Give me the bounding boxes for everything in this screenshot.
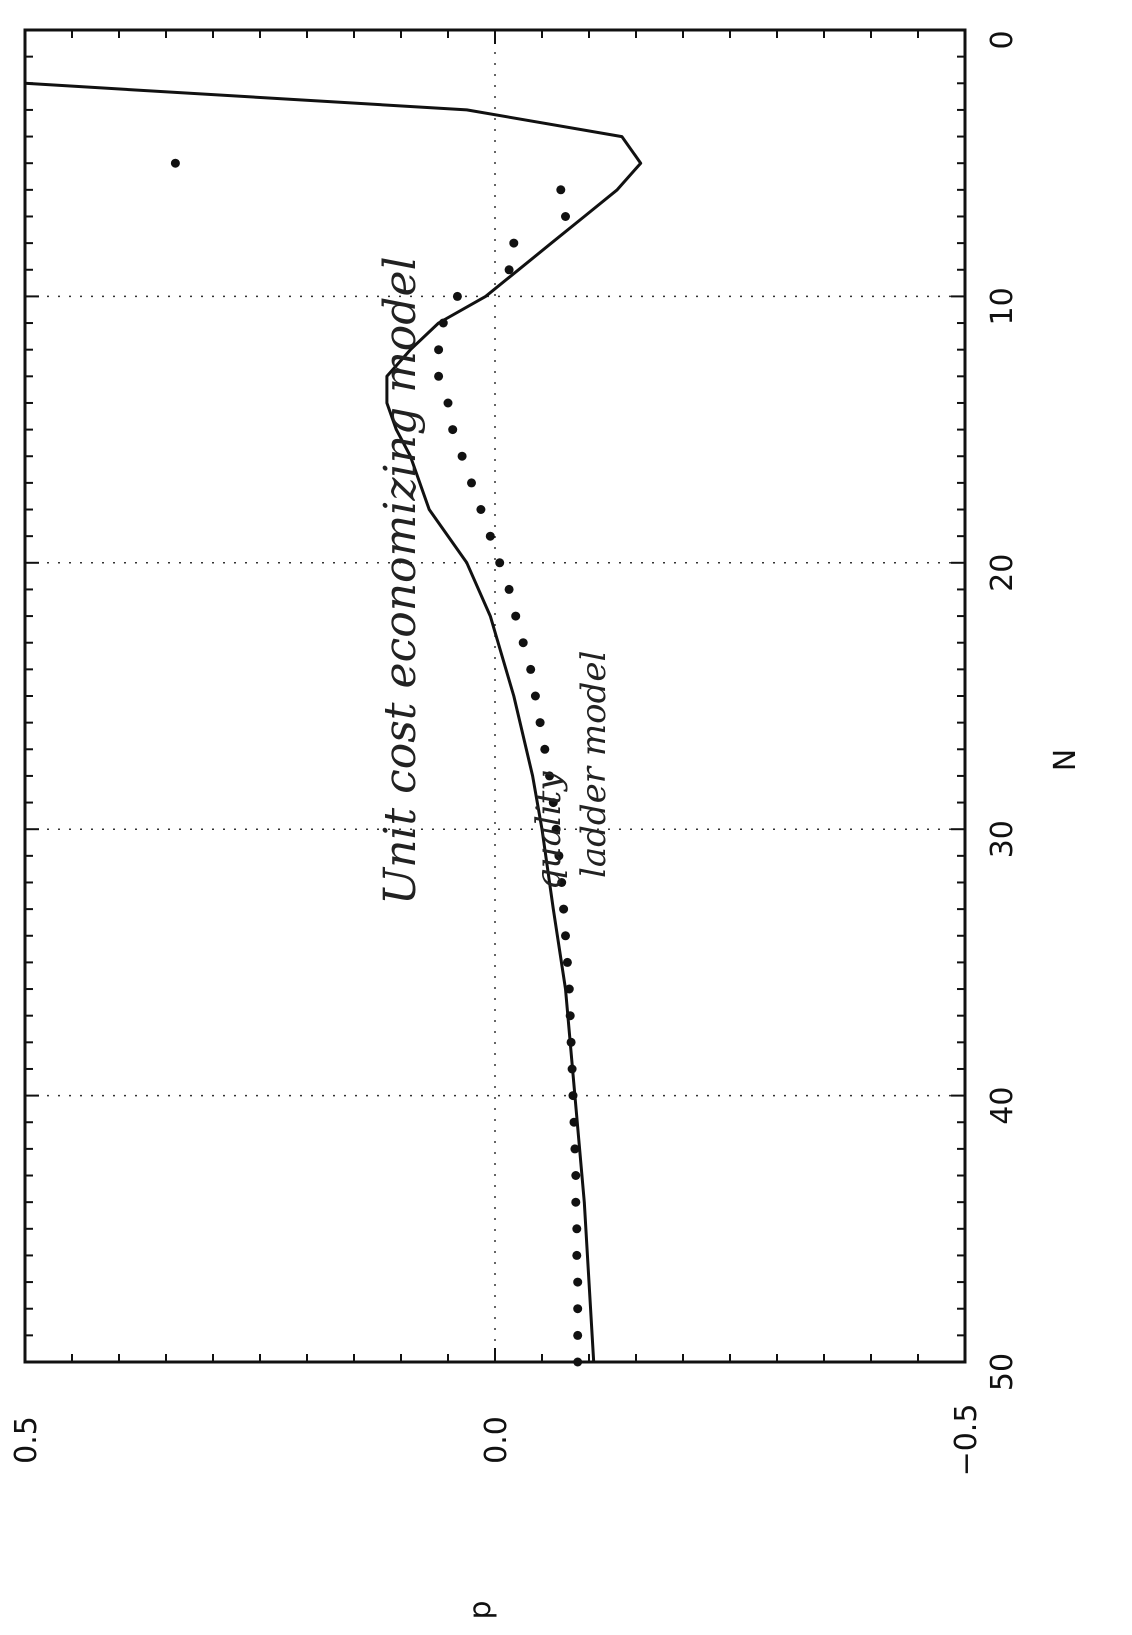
- series-dot-point: [573, 1330, 583, 1340]
- series-dot-point: [572, 1224, 582, 1234]
- n-tick-label: 20: [985, 554, 1020, 592]
- series-dot-point: [535, 718, 545, 728]
- p-axis-tick-labels: 0.5 0.0 −0.5: [9, 1404, 984, 1477]
- series-dot-point: [438, 318, 448, 328]
- annotation-unit-cost: Unit cost economizing model: [375, 256, 426, 905]
- series-dot-point: [561, 212, 570, 221]
- n-tick-label: 10: [985, 287, 1020, 325]
- series-dot-point: [565, 1011, 575, 1021]
- p-axis-title: p: [463, 1600, 498, 1619]
- annotation-quality: quality: [529, 771, 569, 890]
- series-dot-point: [572, 1250, 582, 1260]
- n-axis-tick-labels: 0 10 20 30 40 50: [985, 30, 1020, 1391]
- n-axis-title: N: [1048, 749, 1083, 771]
- series-dot-point: [511, 611, 521, 621]
- series-dot-point: [561, 931, 570, 941]
- series-dot-point: [562, 957, 572, 967]
- n-tick-label: 30: [985, 820, 1020, 858]
- series-dot-point: [452, 291, 462, 301]
- series-dot-point: [569, 1117, 579, 1127]
- n-tick-label: 50: [985, 1353, 1020, 1391]
- series-dot-point: [559, 904, 569, 914]
- n-tick-label: 0: [985, 30, 1020, 49]
- annotation-ladder-model: ladder model: [574, 651, 614, 878]
- axis-ticks: [24, 29, 966, 1363]
- series-dot-point: [573, 1304, 583, 1314]
- series-dot-point: [570, 1144, 580, 1154]
- p-tick-label: 0.5: [9, 1416, 44, 1464]
- p-tick-label: −0.5: [949, 1404, 984, 1477]
- series-dot-point: [448, 425, 458, 435]
- series-dot-point: [568, 1091, 578, 1101]
- series-dot-point: [548, 798, 558, 808]
- series-dot-point: [495, 558, 505, 568]
- series-dot-point: [509, 238, 519, 248]
- series-dot-point: [573, 1277, 583, 1287]
- series-dot-point: [554, 851, 564, 861]
- series-dot-point: [526, 664, 536, 674]
- series-dot-point: [545, 771, 554, 781]
- series-dot-point: [476, 505, 486, 514]
- series-dot-point: [567, 1064, 577, 1074]
- p-tick-label: 0.0: [479, 1416, 514, 1464]
- series-dot-point: [443, 398, 453, 408]
- series-dot-point: [551, 824, 561, 834]
- series-dot-point: [467, 478, 476, 488]
- series-dot-point: [518, 638, 528, 648]
- series-dot-point: [573, 1357, 583, 1367]
- series-dot-point: [504, 265, 514, 275]
- series-dot-point: [485, 531, 495, 541]
- series-dot-point: [557, 878, 567, 887]
- series-dot-point: [504, 584, 514, 594]
- series-dot-point: [434, 371, 444, 381]
- series-dot-point: [457, 451, 467, 461]
- series-dot-point: [571, 1171, 581, 1180]
- series-dot-point: [540, 744, 550, 754]
- series-dot-point: [556, 185, 566, 195]
- series-dot-point: [564, 984, 574, 994]
- series-dot-point: [566, 1037, 576, 1047]
- series-dot-point: [434, 345, 444, 355]
- series-dot-point: [571, 1197, 581, 1207]
- grid-lines: [25, 30, 965, 1362]
- series-group: [24, 81, 643, 1367]
- series-solid-line: [24, 81, 643, 1363]
- series-dot-point: [530, 691, 540, 701]
- n-tick-label: 40: [985, 1087, 1020, 1125]
- series-dot-point: [170, 158, 180, 168]
